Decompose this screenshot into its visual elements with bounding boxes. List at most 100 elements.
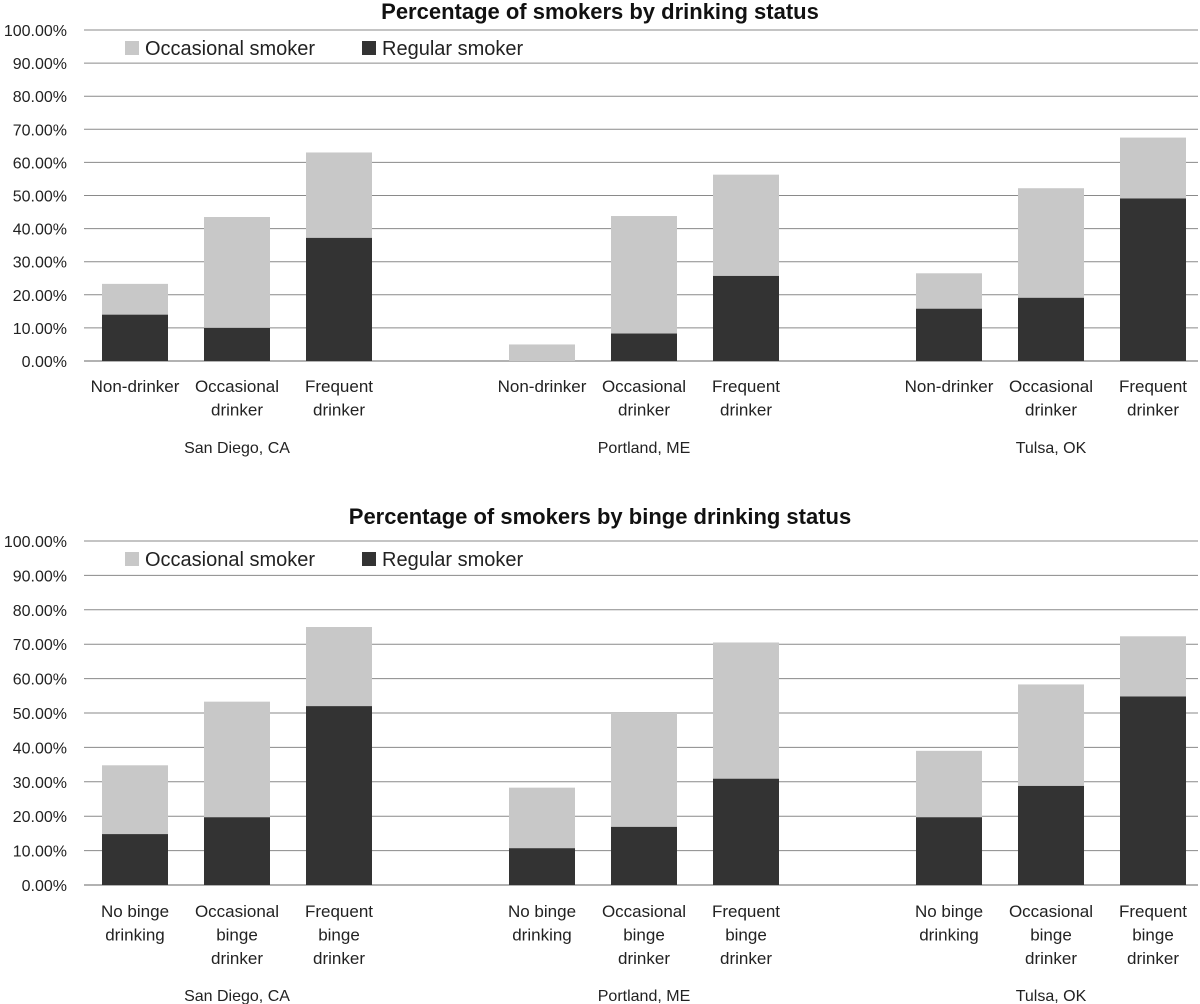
y-tick-label: 0.00% <box>22 354 67 371</box>
category-label: Frequent <box>1119 377 1187 396</box>
bar-regular-smoker <box>1018 297 1084 361</box>
legend-swatch <box>125 552 139 566</box>
bar-occasional-smoker <box>509 787 575 849</box>
bar-regular-smoker <box>713 778 779 885</box>
bar-occasional-smoker <box>1018 684 1084 786</box>
category-label: Frequent <box>305 902 373 921</box>
group-label: Tulsa, OK <box>1016 988 1087 1004</box>
bar-regular-smoker <box>204 817 270 885</box>
bar-occasional-smoker <box>1120 137 1186 199</box>
group-label: San Diego, CA <box>184 988 290 1004</box>
category-label: Frequent <box>712 902 780 921</box>
bar-regular-smoker <box>204 327 270 361</box>
category-label: Occasional <box>602 377 686 396</box>
y-tick-label: 10.00% <box>13 844 67 861</box>
bar-regular-smoker <box>1018 785 1084 885</box>
category-label: No binge <box>915 902 983 921</box>
bar-occasional-smoker <box>1120 636 1186 697</box>
category-label: drinker <box>1025 949 1077 968</box>
group-label: Portland, ME <box>598 988 690 1004</box>
category-label: binge <box>216 926 258 945</box>
category-label: binge <box>1030 926 1072 945</box>
legend-swatch <box>362 552 376 566</box>
y-tick-label: 50.00% <box>13 189 67 206</box>
group-label: Tulsa, OK <box>1016 440 1087 457</box>
category-label: drinking <box>512 926 572 945</box>
category-label: drinker <box>618 401 670 420</box>
bar-occasional-smoker <box>509 344 575 361</box>
legend-swatch <box>125 41 139 55</box>
category-label: Non-drinker <box>91 377 180 396</box>
legend-label: Occasional smoker <box>145 38 315 60</box>
y-tick-label: 90.00% <box>13 568 67 585</box>
category-label: drinker <box>313 401 365 420</box>
bar-regular-smoker <box>306 706 372 885</box>
category-label: Frequent <box>712 377 780 396</box>
chart-panel-1: Percentage of smokers by drinking status… <box>4 0 1198 457</box>
category-label: drinker <box>211 401 263 420</box>
y-tick-label: 40.00% <box>13 740 67 757</box>
legend-occasional-smoker: Occasional smoker <box>125 38 315 60</box>
y-tick-label: 20.00% <box>13 288 67 305</box>
bar-occasional-smoker <box>1018 188 1084 298</box>
category-label: Non-drinker <box>905 377 994 396</box>
bar-regular-smoker <box>306 237 372 361</box>
bar-regular-smoker <box>102 314 168 361</box>
bar-occasional-smoker <box>102 283 168 315</box>
category-label: drinker <box>1025 401 1077 420</box>
category-label: Frequent <box>305 377 373 396</box>
y-tick-label: 30.00% <box>13 775 67 792</box>
category-label: Occasional <box>195 902 279 921</box>
category-label: binge <box>1132 926 1174 945</box>
y-tick-label: 100.00% <box>4 23 67 40</box>
bar-regular-smoker <box>102 834 168 885</box>
bar-occasional-smoker <box>102 765 168 835</box>
category-label: Non-drinker <box>498 377 587 396</box>
category-label: Occasional <box>195 377 279 396</box>
category-label: Frequent <box>1119 902 1187 921</box>
legend-label: Occasional smoker <box>145 549 315 571</box>
category-label: drinker <box>1127 949 1179 968</box>
category-label: No binge <box>508 902 576 921</box>
category-label: binge <box>725 926 767 945</box>
category-label: drinker <box>1127 401 1179 420</box>
category-label: Occasional <box>602 902 686 921</box>
bar-occasional-smoker <box>611 713 677 827</box>
y-tick-label: 80.00% <box>13 603 67 620</box>
bar-regular-smoker <box>916 817 982 885</box>
bar-occasional-smoker <box>916 750 982 818</box>
bar-occasional-smoker <box>204 217 270 328</box>
y-tick-label: 60.00% <box>13 672 67 689</box>
legend-occasional-smoker: Occasional smoker <box>125 549 315 571</box>
category-label: drinker <box>313 949 365 968</box>
y-tick-label: 30.00% <box>13 255 67 272</box>
category-label: drinking <box>105 926 165 945</box>
group-label: Portland, ME <box>598 440 690 457</box>
chart-title: Percentage of smokers by drinking status <box>381 0 819 24</box>
bar-regular-smoker <box>1120 696 1186 885</box>
bar-occasional-smoker <box>713 174 779 276</box>
y-tick-label: 10.00% <box>13 321 67 338</box>
category-label: Occasional <box>1009 902 1093 921</box>
legend-label: Regular smoker <box>382 38 524 60</box>
chart-panel-2: Percentage of smokers by binge drinking … <box>4 504 1198 1004</box>
bar-regular-smoker <box>713 275 779 361</box>
y-tick-label: 20.00% <box>13 809 67 826</box>
legend-regular-smoker: Regular smoker <box>362 549 524 571</box>
legend-regular-smoker: Regular smoker <box>362 38 524 60</box>
category-label: Occasional <box>1009 377 1093 396</box>
bar-occasional-smoker <box>713 642 779 779</box>
legend-label: Regular smoker <box>382 549 524 571</box>
bar-regular-smoker <box>916 308 982 361</box>
category-label: No binge <box>101 902 169 921</box>
y-tick-label: 40.00% <box>13 222 67 239</box>
bar-regular-smoker <box>1120 198 1186 361</box>
category-label: drinker <box>618 949 670 968</box>
y-tick-label: 60.00% <box>13 155 67 172</box>
chart-title: Percentage of smokers by binge drinking … <box>349 504 851 529</box>
y-tick-label: 70.00% <box>13 122 67 139</box>
bar-regular-smoker <box>611 826 677 885</box>
y-tick-label: 80.00% <box>13 89 67 106</box>
y-tick-label: 90.00% <box>13 56 67 73</box>
